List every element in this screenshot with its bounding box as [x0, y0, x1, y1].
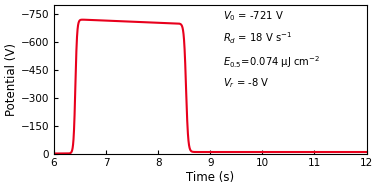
X-axis label: Time (s): Time (s)	[186, 171, 234, 184]
Text: $V_0$ = -721 V
$R_d$ = 18 V s$^{-1}$
$E_{0.5}$=0.074 μJ cm$^{-2}$
$V_r$ = -8 V: $V_0$ = -721 V $R_d$ = 18 V s$^{-1}$ $E_…	[223, 9, 320, 90]
Y-axis label: Potential (V): Potential (V)	[5, 43, 18, 116]
